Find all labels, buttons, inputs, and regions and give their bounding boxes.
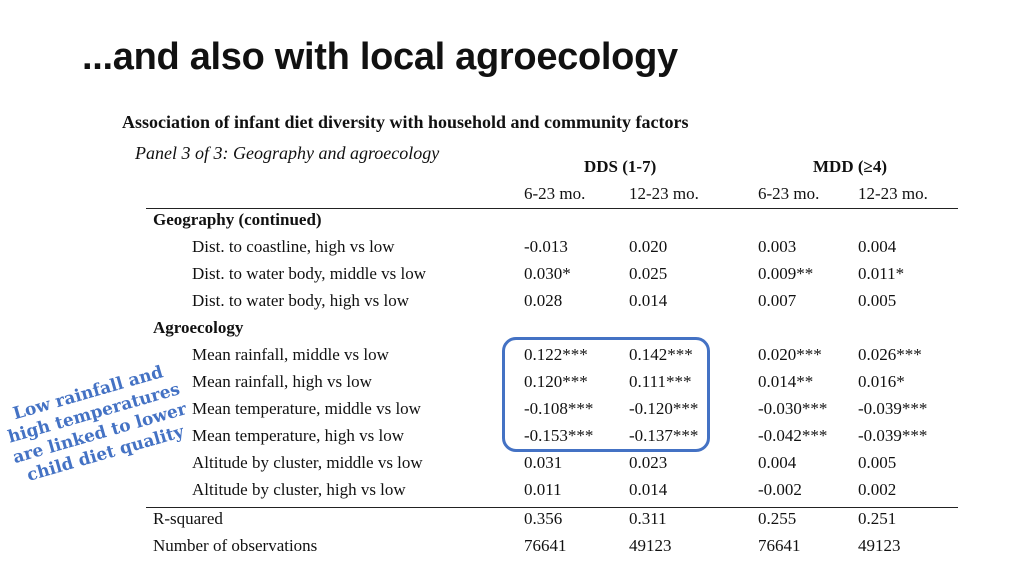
table-caption: Association of infant diet diversity wit… — [122, 112, 689, 132]
cell-value: 0.255 — [758, 509, 797, 528]
table-row-r-squared: R-squared 0.356 0.311 0.255 0.251 — [0, 506, 1024, 533]
cell-value: -0.013 — [524, 237, 568, 256]
cell-value: 0.014** — [758, 372, 814, 391]
cell-value: 0.020 — [629, 237, 668, 256]
row-label: Mean temperature, high vs low — [192, 426, 404, 445]
cell-value: -0.153*** — [524, 426, 594, 445]
footer-rule — [146, 507, 958, 508]
table-row: Mean rainfall, high vs low 0.120*** 0.11… — [0, 369, 1024, 396]
cell-value: 0.009** — [758, 264, 814, 283]
cell-value: 0.311 — [629, 509, 667, 528]
cell-value: 0.142*** — [629, 345, 693, 364]
table-row: Dist. to water body, high vs low 0.028 0… — [0, 288, 1024, 315]
cell-value: 0.111*** — [629, 372, 692, 391]
row-label: Mean temperature, middle vs low — [192, 399, 421, 418]
cell-value: 0.023 — [629, 453, 668, 472]
table-row-observations: Number of observations 76641 49123 76641… — [0, 533, 1024, 560]
section-row-agroecology: Agroecology — [0, 315, 1024, 342]
cell-value: 76641 — [524, 536, 567, 555]
cell-value: 0.120*** — [524, 372, 588, 391]
cell-value: -0.108*** — [524, 399, 594, 418]
cell-value: -0.120*** — [629, 399, 699, 418]
row-label: Altitude by cluster, middle vs low — [192, 453, 423, 472]
cell-value: 0.011 — [524, 480, 562, 499]
cell-value: 0.025 — [629, 264, 668, 283]
cell-value: 49123 — [858, 536, 901, 555]
cell-value: -0.042*** — [758, 426, 828, 445]
row-label: Dist. to water body, middle vs low — [192, 264, 427, 283]
row-label: Dist. to water body, high vs low — [192, 291, 410, 310]
table-row: Dist. to water body, middle vs low 0.030… — [0, 261, 1024, 288]
cell-value: 0.011* — [858, 264, 905, 283]
row-label: Altitude by cluster, high vs low — [192, 480, 406, 499]
cell-value: 0.122*** — [524, 345, 588, 364]
table-row: Mean temperature, middle vs low -0.108**… — [0, 396, 1024, 423]
cell-value: -0.002 — [758, 480, 802, 499]
cell-value: -0.039*** — [858, 399, 928, 418]
section-label: Geography (continued) — [153, 210, 322, 229]
cell-value: -0.039*** — [858, 426, 928, 445]
cell-value: 0.028 — [524, 291, 563, 310]
column-header: 12-23 mo. — [629, 184, 699, 203]
cell-value: 0.005 — [858, 291, 897, 310]
cell-value: 0.004 — [758, 453, 797, 472]
row-label: Number of observations — [153, 536, 318, 555]
cell-value: 0.031 — [524, 453, 563, 472]
row-label: Mean rainfall, high vs low — [192, 372, 372, 391]
row-label: Dist. to coastline, high vs low — [192, 237, 395, 256]
cell-value: 0.020*** — [758, 345, 822, 364]
cell-value: 0.014 — [629, 291, 668, 310]
section-label: Agroecology — [153, 318, 244, 337]
table-row: Altitude by cluster, middle vs low 0.031… — [0, 450, 1024, 477]
row-label: Mean rainfall, middle vs low — [192, 345, 389, 364]
header-rule — [146, 208, 958, 209]
cell-value: 0.007 — [758, 291, 797, 310]
cell-value: 0.356 — [524, 509, 563, 528]
table-row: Mean rainfall, middle vs low 0.122*** 0.… — [0, 342, 1024, 369]
cell-value: 49123 — [629, 536, 672, 555]
cell-value: 0.016* — [858, 372, 905, 391]
cell-value: 0.030* — [524, 264, 571, 283]
cell-value: 76641 — [758, 536, 801, 555]
cell-value: 0.014 — [629, 480, 668, 499]
cell-value: 0.251 — [858, 509, 897, 528]
panel-label: Panel 3 of 3: Geography and agroecology — [135, 143, 440, 163]
cell-value: 0.002 — [858, 480, 897, 499]
cell-value: 0.026*** — [858, 345, 922, 364]
cell-value: -0.137*** — [629, 426, 699, 445]
table-row: Mean temperature, high vs low -0.153*** … — [0, 423, 1024, 450]
slide-title: ...and also with local agroecology — [82, 36, 678, 78]
cell-value: 0.005 — [858, 453, 897, 472]
group-header-mdd: MDD (≥4) — [813, 157, 888, 176]
table-row: Dist. to coastline, high vs low -0.013 0… — [0, 234, 1024, 261]
section-row-geography: Geography (continued) — [0, 207, 1024, 234]
cell-value: 0.003 — [758, 237, 797, 256]
cell-value: 0.004 — [858, 237, 897, 256]
table-row: Altitude by cluster, high vs low 0.011 0… — [0, 477, 1024, 504]
column-header: 12-23 mo. — [858, 184, 928, 203]
column-header: 6-23 mo. — [524, 184, 586, 203]
group-header-dds: DDS (1-7) — [584, 157, 657, 176]
highlight-box — [502, 337, 710, 452]
row-label: R-squared — [153, 509, 223, 528]
column-header: 6-23 mo. — [758, 184, 820, 203]
cell-value: -0.030*** — [758, 399, 828, 418]
